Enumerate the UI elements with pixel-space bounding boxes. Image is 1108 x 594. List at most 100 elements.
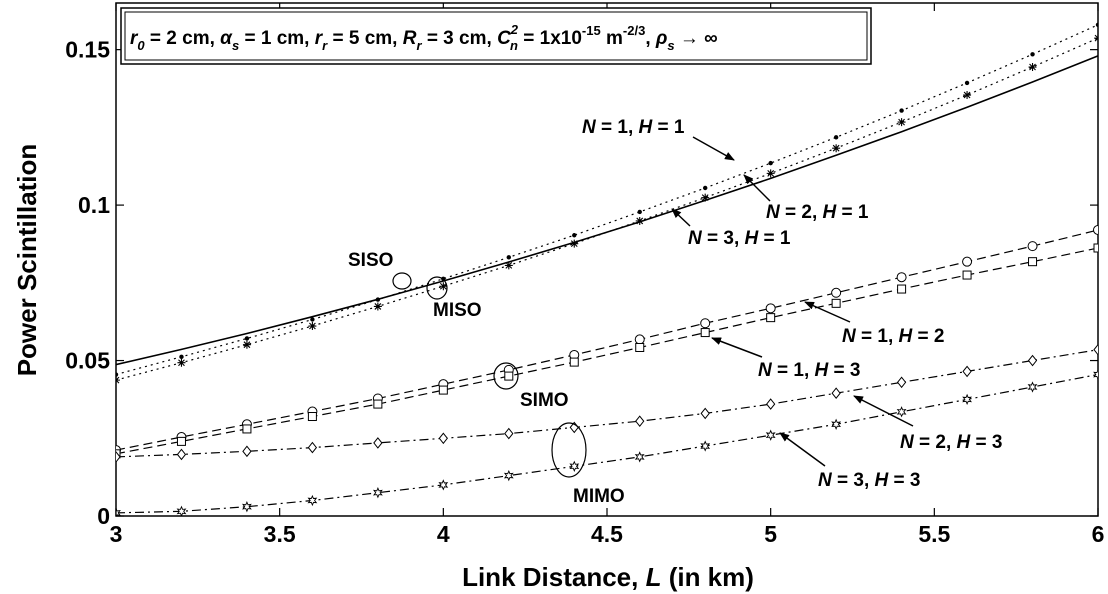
svg-text:N = 1, H = 2: N = 1, H = 2 [842,326,945,347]
data-point [439,282,448,291]
y-tick-label: 0.1 [78,192,110,218]
data-point [572,233,577,238]
data-point [635,216,644,225]
y-tick-label: 0.05 [65,348,110,374]
data-point [373,437,383,449]
data-point [116,376,120,385]
data-point [766,313,776,323]
data-point [1030,52,1035,57]
svg-text:N = 1, H = 1: N = 1, H = 1 [582,117,685,138]
data-point [896,376,907,389]
annotation-n1h1: N = 1, H = 1 [582,117,735,161]
data-point [768,160,773,166]
data-point [1095,22,1098,27]
series-line [116,37,1098,381]
data-point [831,387,841,399]
svg-text:SISO: SISO [348,250,393,271]
data-point [1093,368,1098,381]
data-point [570,239,579,248]
series-5 [116,243,1098,459]
data-point [962,365,972,378]
data-point [372,487,383,499]
series-layer [116,22,1098,516]
data-point [241,501,252,513]
data-point [307,412,317,422]
data-point [962,270,972,280]
data-point [831,298,841,308]
plot-area [115,2,1099,517]
data-point [176,505,187,516]
data-point [569,460,580,472]
data-point [438,385,448,395]
data-point [700,318,711,329]
svg-text:N = 2, H = 3: N = 2, H = 3 [900,432,1003,453]
data-point [635,342,645,352]
data-point [896,272,907,283]
data-point [310,317,315,322]
svg-text:MISO: MISO [433,300,482,321]
data-point [832,144,841,153]
annotation-n2h1: N = 2, H = 1 [743,174,869,223]
data-point [177,358,186,367]
y-axis-label: Power Scintillation [12,144,42,377]
annotation-n1h2: N = 1, H = 2 [804,301,945,347]
data-point [244,336,250,341]
data-point [242,424,252,434]
data-point [375,297,381,302]
svg-text:N = 3, H = 3: N = 3, H = 3 [818,470,921,491]
data-point [634,334,645,345]
svg-text:N = 1, H = 3: N = 1, H = 3 [758,360,861,381]
data-point [176,436,186,446]
data-point [634,451,645,463]
data-point [700,407,710,420]
data-point [896,406,907,418]
data-point [766,169,775,178]
data-point [765,303,776,314]
region-miso: MISO [426,276,482,321]
data-point [307,494,318,507]
series-line [116,24,1098,376]
series-line [116,55,1098,366]
series-2 [116,22,1098,377]
data-point [504,427,514,440]
data-point [1093,343,1098,356]
parameters-text: r0 = 2 cm, αs = 1 cm, rr = 5 cm, Rr = 3 … [130,22,718,53]
svg-text:SIMO: SIMO [520,390,569,411]
data-point [1027,241,1038,252]
data-point [899,108,904,113]
region-mimo: MIMO [551,422,625,507]
data-point [1093,243,1098,253]
y-tick-label: 0 [97,503,110,529]
data-point [504,261,513,270]
series-7 [116,368,1098,516]
svg-text:N = 2, H = 1: N = 2, H = 1 [766,202,869,223]
data-point [831,287,842,298]
data-point [176,448,187,461]
data-point [308,322,317,331]
data-point [635,415,645,427]
data-point [569,357,579,367]
x-tick-label: 3 [110,521,123,547]
series-line [116,349,1098,458]
region-siso: SISO [348,250,412,290]
series-3 [116,34,1098,385]
data-point [116,372,119,377]
annotation-n1h3: N = 1, H = 3 [711,337,861,381]
x-tick-label: 5.5 [918,521,950,547]
data-point [116,507,121,516]
data-point [831,418,842,430]
data-point [700,440,711,452]
series-line [116,373,1098,514]
data-point [116,451,121,463]
data-point [637,209,642,215]
data-point [765,429,776,441]
annotation-n3h3: N = 3, H = 3 [779,432,921,491]
data-point [504,371,514,381]
data-point [766,398,776,410]
y-tick-label: 0.15 [65,37,110,63]
series-1 [116,55,1098,366]
data-point [964,80,970,86]
data-point [1027,381,1038,393]
x-tick-label: 3.5 [264,521,296,547]
